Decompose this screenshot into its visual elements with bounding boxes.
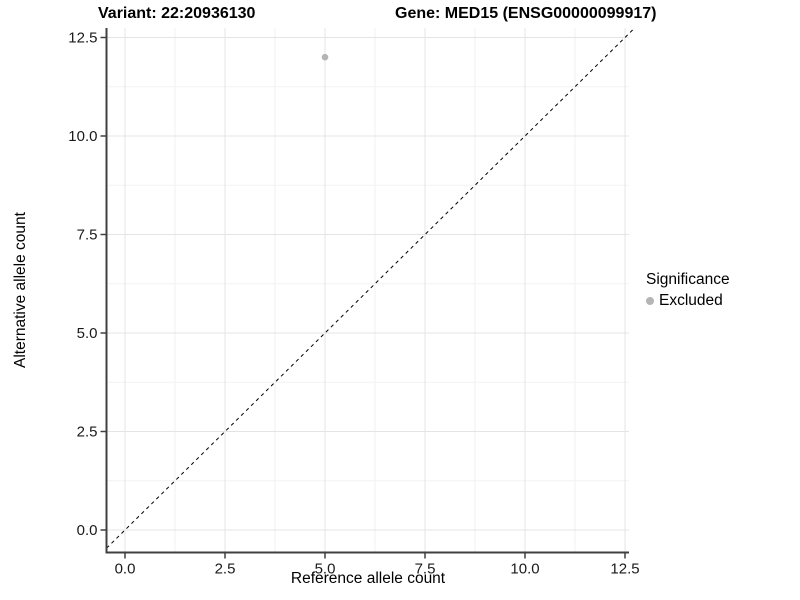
plot-title-gene: Gene: MED15 (ENSG00000099917) (395, 5, 657, 22)
x-tick-label: 5.0 (315, 561, 336, 578)
y-tick-label: 2.5 (77, 424, 98, 441)
legend-key-excluded-dot (646, 297, 654, 305)
y-tick-label: 5.0 (77, 325, 98, 342)
legend-title: Significance (646, 271, 730, 288)
x-axis-label: Reference allele count (290, 570, 446, 587)
y-axis-label: Alternative allele count (12, 212, 29, 368)
x-tick-label: 0.0 (115, 561, 136, 578)
data-point-excluded (321, 53, 329, 61)
legend-entry-excluded: Excluded (646, 292, 730, 310)
plot-title-variant: Variant: 22:20936130 (98, 5, 256, 22)
x-tick-label: 12.5 (610, 561, 639, 578)
legend-entry-label: Excluded (659, 292, 723, 309)
x-tick-label: 7.5 (415, 561, 436, 578)
x-tick-label: 10.0 (510, 561, 539, 578)
identity-reference-line (106, 27, 635, 549)
y-tick-label: 7.5 (77, 227, 98, 244)
y-tick-label: 0.0 (77, 522, 98, 539)
x-tick-label: 2.5 (215, 561, 236, 578)
y-tick-label: 10.0 (68, 128, 97, 145)
y-tick-label: 12.5 (68, 30, 97, 47)
legend: Significance Excluded (646, 271, 730, 310)
